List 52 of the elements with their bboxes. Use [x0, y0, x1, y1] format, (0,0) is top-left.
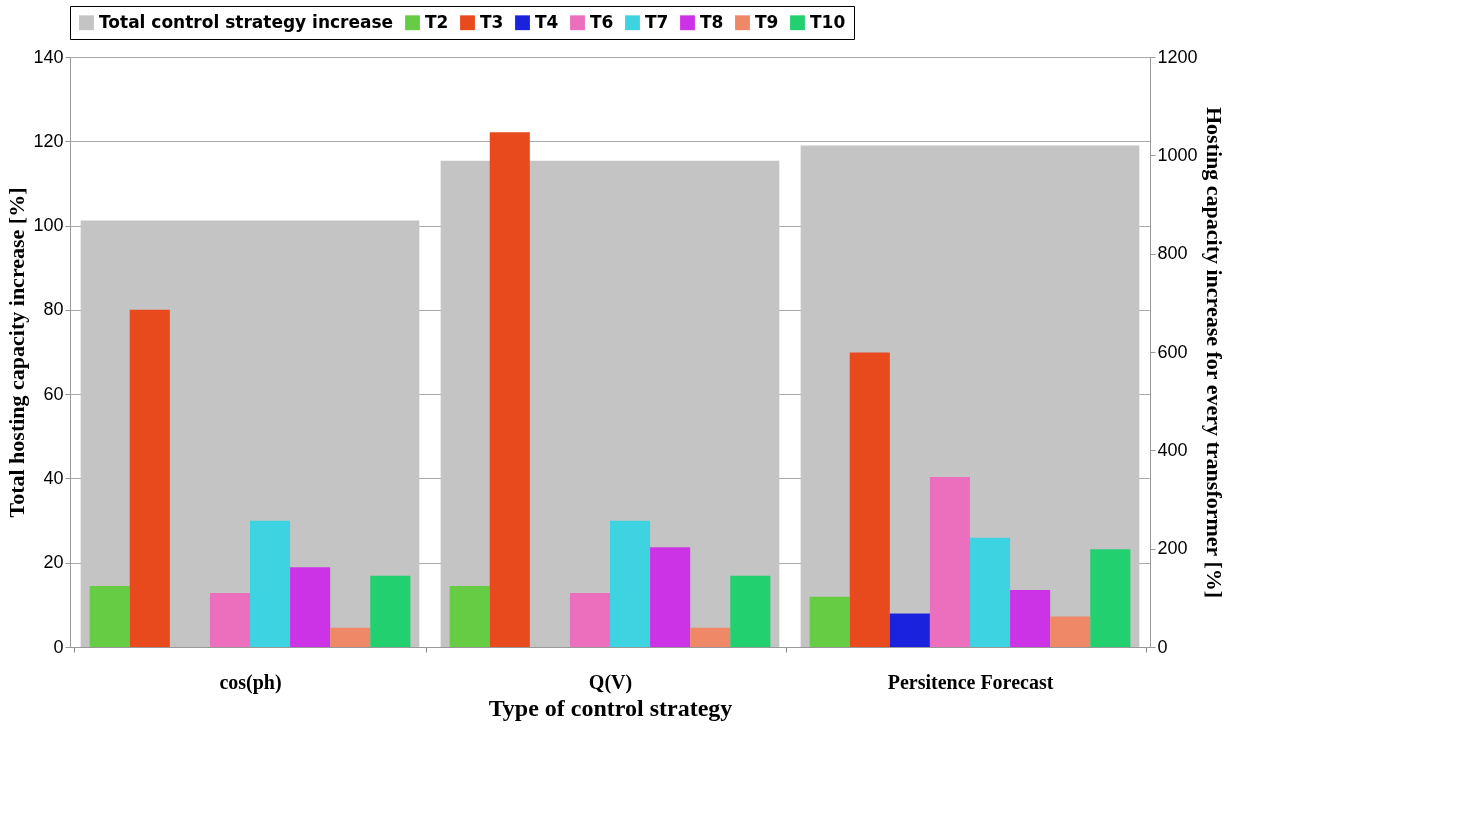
legend-label: T10: [810, 11, 846, 32]
bar: [730, 575, 771, 647]
bar: [849, 352, 890, 647]
bar: [449, 586, 490, 647]
y-tick-label: 80: [43, 299, 64, 320]
legend-label: T2: [425, 11, 449, 32]
bar: [290, 567, 331, 647]
bar: [610, 520, 651, 647]
x-tick-label: cos(ph): [219, 670, 282, 694]
bar: [970, 537, 1011, 647]
bar: [569, 592, 610, 647]
y2-axis-title: Hosting capacity increase for every transformer [%]: [1201, 106, 1227, 599]
legend-label: T9: [755, 11, 779, 32]
legend-label: Total control strategy increase: [99, 11, 394, 32]
bar: [1050, 616, 1091, 647]
y2-tick-label: 200: [1157, 538, 1188, 559]
legend-label: T8: [700, 11, 724, 32]
bar: [1090, 549, 1131, 647]
bar: [129, 309, 170, 647]
y-tick-label: 120: [33, 130, 64, 151]
y2-tick-label: 1000: [1157, 144, 1198, 165]
bar: [1010, 589, 1051, 647]
y-axis-title: Total hosting capacity increase [%]: [4, 187, 30, 518]
legend-label: T6: [590, 11, 614, 32]
x-tick-label: Persitence Forecast: [887, 670, 1054, 693]
bar: [889, 613, 930, 647]
legend-label: T3: [480, 11, 504, 32]
bar: [330, 627, 371, 647]
bar: [809, 596, 850, 647]
y2-tick-label: 0: [1157, 636, 1168, 657]
y2-tick-label: 400: [1157, 439, 1188, 460]
bar: [650, 547, 691, 647]
y2-tick-label: 600: [1157, 341, 1188, 362]
legend-label: T7: [645, 11, 669, 32]
y-tick-label: 140: [33, 46, 64, 67]
bar: [690, 627, 731, 647]
bar: [929, 476, 970, 647]
legend-label: T4: [535, 11, 559, 32]
bar: [89, 586, 130, 647]
y-tick-label: 40: [43, 467, 64, 488]
bar: [250, 520, 291, 647]
bar: [209, 592, 250, 647]
y-tick-label: 100: [33, 215, 64, 236]
x-axis-title: Type of control strategy: [488, 694, 733, 721]
y-tick-label: 20: [43, 552, 64, 573]
y2-tick-label: 800: [1157, 243, 1188, 264]
bar: [370, 575, 411, 647]
y-tick-label: 0: [53, 636, 64, 657]
bar: [489, 132, 530, 647]
y2-tick-label: 1200: [1157, 46, 1198, 67]
x-tick-label: Q(V): [588, 670, 633, 694]
y-tick-label: 60: [43, 383, 64, 404]
